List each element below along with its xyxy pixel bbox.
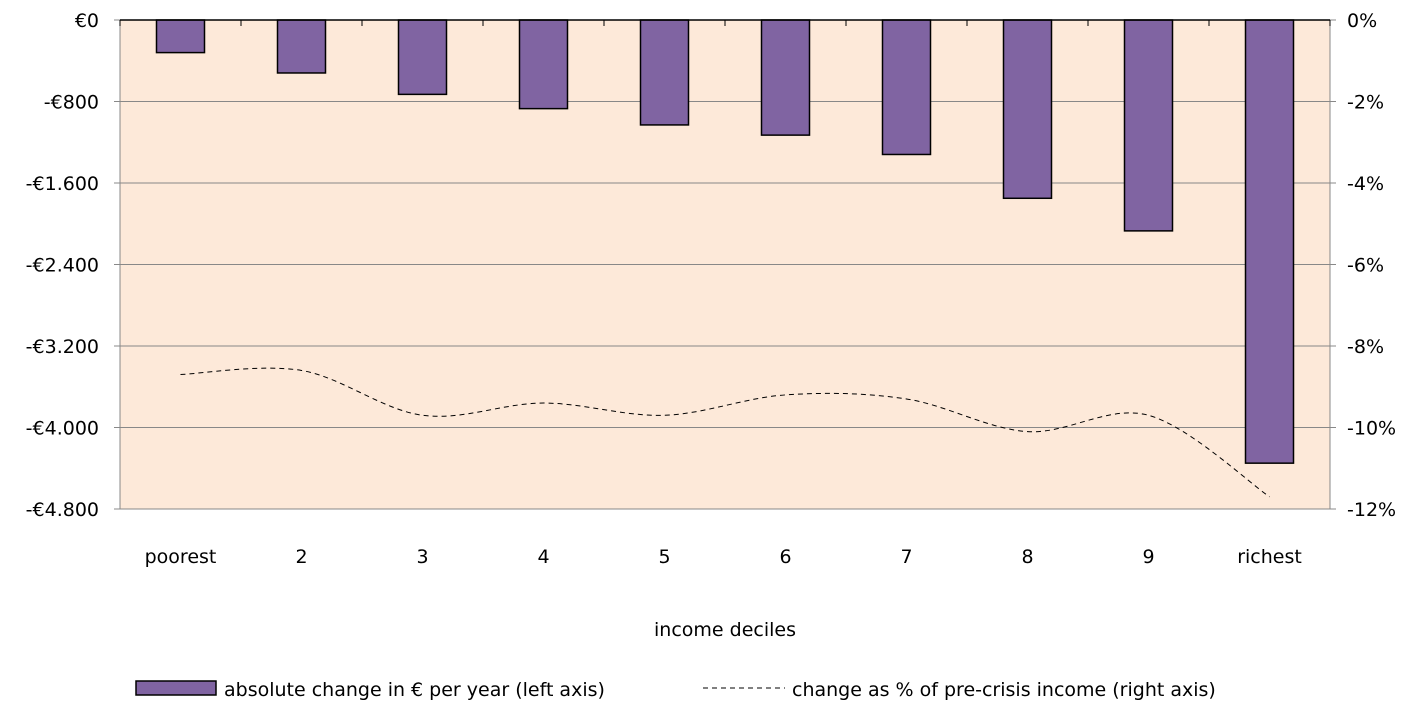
- bar: [639, 19, 690, 126]
- right-tick-label: -12%: [1347, 499, 1396, 521]
- legend-bar-swatch: [135, 680, 217, 696]
- right-tick-label: -8%: [1347, 336, 1384, 358]
- bar: [1002, 19, 1053, 200]
- bar: [881, 19, 932, 156]
- left-axis-tick-labels: €0 -€800 -€1.600 -€2.400 -€3.200 -€4.000 -€4.8…: [26, 10, 99, 521]
- bar: [760, 19, 811, 136]
- right-tick-label: -4%: [1347, 173, 1384, 195]
- pct-change-line: [180, 367, 1270, 498]
- bar: [276, 19, 327, 74]
- left-tick-label: -€3.200: [26, 336, 99, 358]
- axes: [114, 19, 1336, 510]
- x-tick-label: 6: [779, 546, 791, 568]
- left-tick-label: €0: [75, 10, 99, 32]
- right-tick-label: 0%: [1347, 10, 1377, 32]
- x-tick-label: 5: [658, 546, 670, 568]
- x-tick-label: 4: [537, 546, 549, 568]
- legend: absolute change in € per year (left axis…: [135, 679, 1216, 701]
- bar: [518, 19, 569, 110]
- left-tick-label: -€4.800: [26, 499, 99, 521]
- x-tick-label: poorest: [145, 546, 217, 568]
- x-tick-label: 7: [900, 546, 912, 568]
- left-tick-label: -€2.400: [26, 255, 99, 277]
- left-tick-label: -€800: [44, 92, 99, 114]
- left-tick-label: -€1.600: [26, 173, 99, 195]
- bar: [397, 19, 448, 96]
- x-axis-tick-labels: poorest 2 3 4 5 6 7 8 9 richest: [145, 546, 1302, 568]
- bar: [1123, 19, 1174, 232]
- line-series: [180, 367, 1270, 498]
- x-tick-label: richest: [1237, 546, 1302, 568]
- right-tick-label: -2%: [1347, 92, 1384, 114]
- bar: [155, 19, 206, 54]
- x-tick-label: 2: [295, 546, 307, 568]
- bar-series: [155, 19, 1295, 464]
- x-tick-label: 3: [416, 546, 428, 568]
- legend-bar-label: absolute change in € per year (left axis…: [224, 679, 605, 701]
- right-tick-label: -10%: [1347, 418, 1396, 440]
- right-tick-label: -6%: [1347, 255, 1384, 277]
- legend-line-label: change as % of pre-crisis income (right …: [792, 679, 1216, 701]
- left-tick-label: -€4.000: [26, 418, 99, 440]
- bar: [1244, 19, 1295, 464]
- x-tick-label: 8: [1021, 546, 1033, 568]
- x-axis-title: income deciles: [654, 619, 796, 641]
- x-tick-label: 9: [1142, 546, 1154, 568]
- right-axis-tick-labels: 0% -2% -4% -6% -8% -10% -12%: [1347, 10, 1396, 521]
